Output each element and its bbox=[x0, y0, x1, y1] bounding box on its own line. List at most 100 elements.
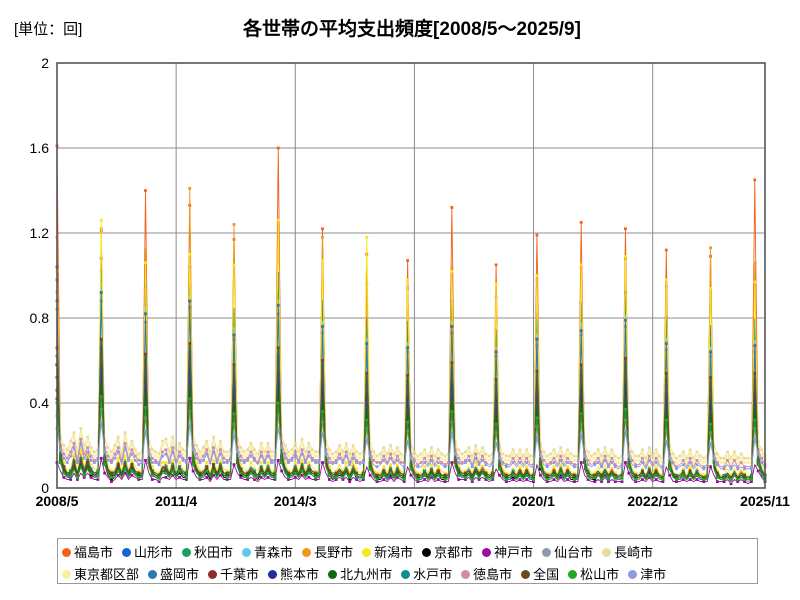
legend-item-東京都区部[interactable]: 東京都区部 bbox=[62, 568, 139, 581]
data-point-marker bbox=[321, 310, 324, 314]
data-point-marker bbox=[436, 471, 440, 475]
legend-item-熊本市[interactable]: 熊本市 bbox=[268, 568, 319, 581]
data-point-marker bbox=[593, 478, 597, 481]
data-point-marker bbox=[722, 467, 726, 471]
data-point-marker bbox=[215, 454, 219, 458]
data-point-marker bbox=[82, 448, 86, 452]
data-point-marker bbox=[416, 471, 420, 475]
data-point-marker bbox=[348, 463, 352, 467]
data-point-marker bbox=[450, 399, 454, 403]
data-point-marker bbox=[368, 454, 372, 458]
data-point-marker bbox=[293, 471, 297, 475]
data-point-marker bbox=[307, 463, 311, 467]
data-point-marker bbox=[647, 450, 651, 454]
data-point-marker bbox=[93, 450, 96, 454]
data-point-marker bbox=[225, 454, 229, 458]
data-point-marker bbox=[389, 467, 392, 471]
data-point-marker bbox=[664, 278, 668, 282]
legend-item-津市[interactable]: 津市 bbox=[628, 568, 666, 581]
data-point-marker bbox=[351, 452, 355, 456]
data-point-marker bbox=[127, 452, 130, 456]
legend-item-全国[interactable]: 全国 bbox=[521, 568, 559, 581]
data-point-marker bbox=[365, 316, 369, 320]
data-point-marker bbox=[481, 450, 484, 454]
data-point-marker bbox=[293, 469, 297, 473]
data-point-marker bbox=[504, 475, 508, 479]
data-point-marker bbox=[464, 469, 467, 473]
data-point-marker bbox=[79, 441, 83, 445]
data-point-marker bbox=[297, 454, 301, 458]
data-point-marker bbox=[749, 480, 753, 484]
legend-item-長野市[interactable]: 長野市 bbox=[302, 546, 353, 559]
data-point-marker bbox=[225, 461, 229, 464]
data-point-marker bbox=[382, 469, 386, 473]
data-point-marker bbox=[205, 471, 209, 475]
legend-item-徳島市[interactable]: 徳島市 bbox=[461, 568, 512, 581]
legend-item-千葉市[interactable]: 千葉市 bbox=[208, 568, 259, 581]
legend-item-新潟市[interactable]: 新潟市 bbox=[362, 546, 413, 559]
data-point-marker bbox=[484, 471, 488, 475]
data-point-marker bbox=[535, 435, 539, 439]
data-point-marker bbox=[559, 465, 563, 469]
data-point-marker bbox=[351, 461, 355, 464]
data-point-marker bbox=[681, 463, 685, 467]
data-point-marker bbox=[460, 461, 464, 464]
data-point-marker bbox=[361, 475, 365, 479]
legend-item-京都市[interactable]: 京都市 bbox=[422, 546, 473, 559]
data-point-marker bbox=[242, 450, 246, 454]
data-point-marker bbox=[402, 480, 406, 484]
data-point-marker bbox=[416, 475, 420, 479]
data-point-marker bbox=[511, 452, 515, 456]
data-point-marker bbox=[675, 473, 678, 477]
data-point-marker bbox=[535, 416, 539, 420]
legend-item-松山市[interactable]: 松山市 bbox=[568, 568, 619, 581]
legend-item-福島市[interactable]: 福島市 bbox=[62, 546, 113, 559]
data-point-marker bbox=[86, 461, 90, 464]
data-point-marker bbox=[743, 461, 746, 464]
data-point-marker bbox=[110, 461, 113, 464]
data-point-marker bbox=[572, 475, 576, 479]
data-point-marker bbox=[474, 448, 478, 452]
data-point-marker bbox=[344, 454, 348, 458]
data-point-marker bbox=[62, 456, 66, 460]
legend-item-盛岡市[interactable]: 盛岡市 bbox=[148, 568, 199, 581]
data-point-marker bbox=[470, 465, 474, 469]
data-point-marker bbox=[191, 469, 195, 473]
data-point-marker bbox=[201, 446, 205, 450]
data-point-marker bbox=[440, 456, 444, 460]
data-point-marker bbox=[246, 458, 250, 462]
data-point-marker bbox=[603, 454, 607, 458]
legend-item-北九州市[interactable]: 北九州市 bbox=[328, 568, 392, 581]
data-point-marker bbox=[464, 450, 467, 454]
legend-item-仙台市[interactable]: 仙台市 bbox=[542, 546, 593, 559]
legend-item-長崎市[interactable]: 長崎市 bbox=[602, 546, 653, 559]
data-point-marker bbox=[270, 450, 273, 454]
data-point-marker bbox=[641, 448, 644, 452]
legend-item-神戸市[interactable]: 神戸市 bbox=[482, 546, 533, 559]
data-point-marker bbox=[436, 469, 440, 473]
data-point-marker bbox=[280, 469, 284, 473]
data-point-marker bbox=[256, 452, 260, 456]
data-point-marker bbox=[82, 469, 86, 473]
legend-item-水戸市[interactable]: 水戸市 bbox=[401, 568, 452, 581]
data-point-marker bbox=[722, 480, 726, 484]
data-point-marker bbox=[351, 456, 355, 460]
legend-label: 千葉市 bbox=[220, 566, 260, 582]
data-point-marker bbox=[552, 465, 556, 469]
data-point-marker bbox=[654, 469, 658, 473]
data-point-marker bbox=[86, 439, 90, 443]
data-point-marker bbox=[218, 439, 222, 443]
series-新潟市 bbox=[55, 218, 767, 477]
legend-item-青森市[interactable]: 青森市 bbox=[242, 546, 293, 559]
data-point-marker bbox=[218, 444, 222, 447]
data-point-marker bbox=[76, 461, 79, 464]
data-point-marker bbox=[586, 469, 590, 473]
data-point-marker bbox=[372, 458, 375, 462]
data-point-marker bbox=[82, 475, 86, 479]
legend-item-秋田市[interactable]: 秋田市 bbox=[182, 546, 233, 559]
data-point-marker bbox=[620, 480, 624, 484]
data-point-marker bbox=[709, 435, 712, 439]
legend-item-山形市[interactable]: 山形市 bbox=[122, 546, 173, 559]
data-point-marker bbox=[654, 467, 658, 471]
data-point-marker bbox=[709, 246, 712, 250]
